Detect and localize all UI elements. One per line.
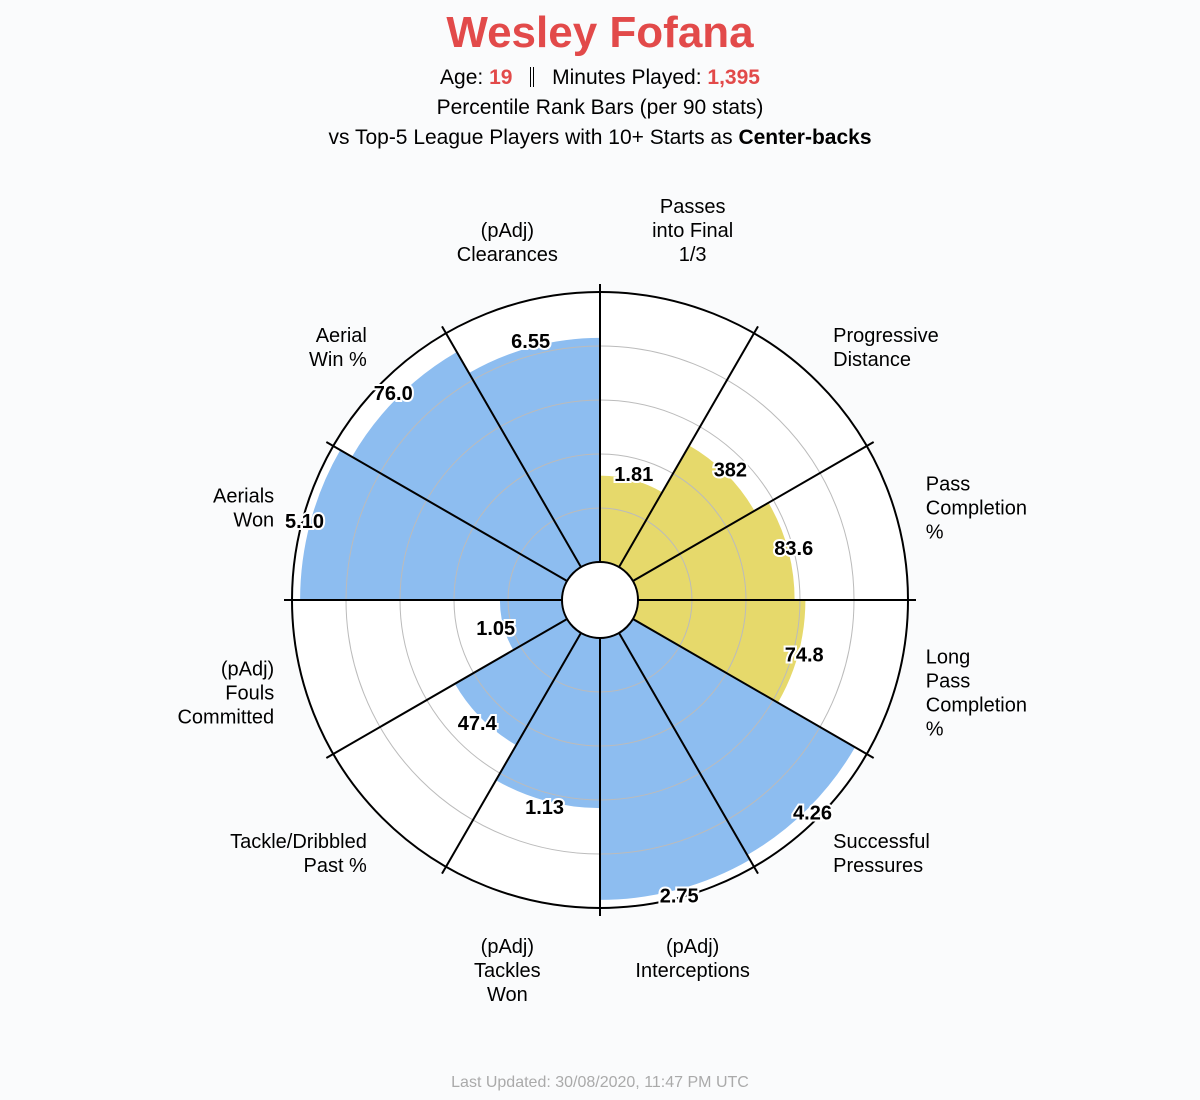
category-label-0: into Final xyxy=(652,220,733,242)
bar-0 xyxy=(600,475,663,568)
bar-4 xyxy=(619,619,856,856)
inner-hole xyxy=(561,561,639,639)
value-label-7: 47.4 xyxy=(458,713,498,735)
minutes-label: Minutes Played: xyxy=(552,66,702,89)
spoke xyxy=(445,332,582,568)
tick-mark xyxy=(866,753,875,759)
spoke xyxy=(618,632,755,868)
subtitle: Percentile Rank Bars (per 90 stats) xyxy=(436,96,764,119)
category-label-7: Past % xyxy=(303,855,367,877)
tick-mark xyxy=(753,866,759,875)
tick-mark xyxy=(325,441,334,447)
tick-mark xyxy=(325,753,334,759)
bar-10 xyxy=(351,351,581,581)
bar-3 xyxy=(632,600,806,703)
category-label-2: Completion xyxy=(926,497,1027,519)
value-label-6: 1.13 xyxy=(525,797,564,819)
category-label-3: Long xyxy=(926,647,971,669)
category-label-4: Successful xyxy=(833,831,930,853)
category-label-5: (pAdj) xyxy=(666,936,719,958)
category-label-11: Clearances xyxy=(457,244,558,266)
category-label-5: Interceptions xyxy=(635,960,750,982)
bar-9 xyxy=(300,450,568,600)
category-label-6: Won xyxy=(487,984,528,1006)
value-label-0: 1.81 xyxy=(614,464,653,486)
category-label-10: Win % xyxy=(309,349,367,371)
bar-2 xyxy=(632,502,795,600)
category-label-6: (pAdj) xyxy=(481,936,534,958)
category-label-8: Fouls xyxy=(225,683,274,705)
bar-7 xyxy=(454,619,581,746)
category-label-0: 1/3 xyxy=(679,244,707,266)
category-label-4: Pressures xyxy=(833,855,923,877)
comparison-prefix: vs Top-5 League Players with 10+ Starts … xyxy=(328,126,733,149)
category-label-9: Aerials xyxy=(213,485,274,507)
bar-8 xyxy=(499,600,568,651)
tick-mark xyxy=(441,866,447,875)
spoke xyxy=(618,332,755,568)
comparison-line: vs Top-5 League Players with 10+ Starts … xyxy=(0,126,1200,150)
category-label-8: Committed xyxy=(177,707,274,729)
player-info: Age: 19 Minutes Played: 1,395 xyxy=(0,66,1200,90)
category-label-2: Pass xyxy=(926,473,970,495)
tick-mark xyxy=(866,441,875,447)
category-label-0: Passes xyxy=(660,196,726,218)
category-label-3: Completion xyxy=(926,695,1027,717)
tick-mark xyxy=(753,325,759,334)
spoke xyxy=(632,618,868,755)
last-updated: Last Updated: 30/08/2020, 11:47 PM UTC xyxy=(451,1074,749,1091)
bar-6 xyxy=(495,632,600,809)
category-label-3: Pass xyxy=(926,671,970,693)
category-label-6: Tackles xyxy=(474,960,541,982)
spoke xyxy=(632,445,868,582)
category-label-8: (pAdj) xyxy=(221,659,274,681)
bar-11 xyxy=(468,337,600,568)
minutes-value: 1,395 xyxy=(707,66,760,89)
bar-5 xyxy=(600,632,750,900)
category-label-2: % xyxy=(926,521,944,543)
category-label-7: Tackle/Dribbled xyxy=(230,831,367,853)
bar-1 xyxy=(619,445,755,581)
value-label-5: 2.75 xyxy=(660,885,699,907)
value-label-11: 6.55 xyxy=(511,331,550,353)
value-label-2: 83.6 xyxy=(774,538,813,560)
page-title: Wesley Fofana xyxy=(446,8,754,57)
age-label: Age: xyxy=(440,66,484,89)
value-label-3: 74.8 xyxy=(785,645,824,667)
category-label-1: Progressive xyxy=(833,325,939,347)
spoke xyxy=(445,632,582,868)
category-label-11: (pAdj) xyxy=(481,220,534,242)
category-label-1: Distance xyxy=(833,349,911,371)
tick-mark xyxy=(441,325,447,334)
category-label-9: Won xyxy=(233,509,274,531)
age-value: 19 xyxy=(489,66,513,89)
separator xyxy=(530,67,535,87)
spoke xyxy=(332,618,568,755)
value-label-4: 4.26 xyxy=(793,802,832,824)
category-label-10: Aerial xyxy=(316,325,367,347)
value-label-9: 5.10 xyxy=(285,511,324,533)
position-label: Center-backs xyxy=(738,126,872,149)
spoke xyxy=(332,445,568,582)
value-label-10: 76.0 xyxy=(374,383,413,405)
value-label-8: 1.05 xyxy=(476,618,515,640)
category-label-3: % xyxy=(926,719,944,741)
value-label-1: 382 xyxy=(714,460,747,482)
